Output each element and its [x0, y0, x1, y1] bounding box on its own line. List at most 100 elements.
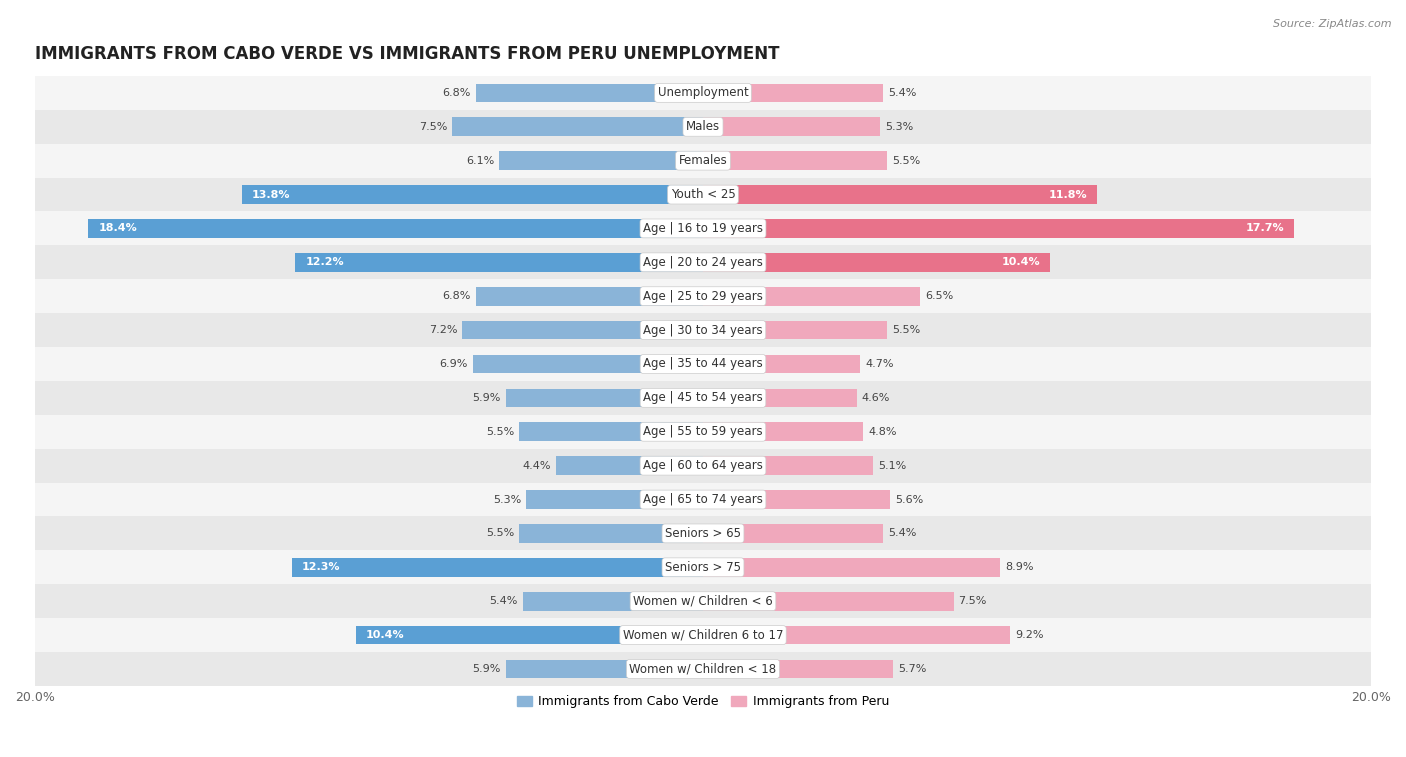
Bar: [35, 279, 1371, 313]
Bar: [703, 592, 953, 610]
Text: Source: ZipAtlas.com: Source: ZipAtlas.com: [1274, 19, 1392, 29]
Text: Age | 65 to 74 years: Age | 65 to 74 years: [643, 493, 763, 506]
Bar: [35, 516, 1371, 550]
Text: 5.3%: 5.3%: [492, 494, 522, 504]
Text: Males: Males: [686, 120, 720, 133]
Text: 7.5%: 7.5%: [959, 597, 987, 606]
Bar: [703, 253, 1050, 272]
Text: Females: Females: [679, 154, 727, 167]
Text: Youth < 25: Youth < 25: [671, 188, 735, 201]
Text: 12.2%: 12.2%: [305, 257, 344, 267]
Bar: [35, 652, 1371, 686]
Bar: [35, 415, 1371, 449]
Bar: [35, 211, 1371, 245]
Text: 11.8%: 11.8%: [1049, 189, 1087, 200]
Text: Women w/ Children < 18: Women w/ Children < 18: [630, 662, 776, 675]
Bar: [35, 245, 1371, 279]
Bar: [703, 219, 1295, 238]
Text: Seniors > 65: Seniors > 65: [665, 527, 741, 540]
Bar: [555, 456, 703, 475]
Text: 5.4%: 5.4%: [889, 528, 917, 538]
Bar: [703, 524, 883, 543]
Text: 4.6%: 4.6%: [862, 393, 890, 403]
Bar: [35, 550, 1371, 584]
Bar: [703, 83, 883, 102]
Text: Age | 60 to 64 years: Age | 60 to 64 years: [643, 459, 763, 472]
Text: 6.1%: 6.1%: [465, 156, 495, 166]
Bar: [703, 558, 1000, 577]
Text: 5.5%: 5.5%: [891, 325, 920, 335]
Text: 5.6%: 5.6%: [896, 494, 924, 504]
Bar: [35, 449, 1371, 483]
Text: 5.1%: 5.1%: [879, 461, 907, 471]
Text: 4.7%: 4.7%: [865, 359, 893, 369]
Bar: [703, 422, 863, 441]
Text: 17.7%: 17.7%: [1246, 223, 1284, 233]
Bar: [499, 151, 703, 170]
Bar: [506, 388, 703, 407]
Text: IMMIGRANTS FROM CABO VERDE VS IMMIGRANTS FROM PERU UNEMPLOYMENT: IMMIGRANTS FROM CABO VERDE VS IMMIGRANTS…: [35, 45, 779, 64]
Bar: [703, 659, 893, 678]
Bar: [453, 117, 703, 136]
Text: 13.8%: 13.8%: [252, 189, 291, 200]
Bar: [35, 110, 1371, 144]
Text: 5.4%: 5.4%: [889, 88, 917, 98]
Text: Women w/ Children < 6: Women w/ Children < 6: [633, 595, 773, 608]
Bar: [475, 287, 703, 306]
Bar: [703, 117, 880, 136]
Bar: [35, 178, 1371, 211]
Text: 10.4%: 10.4%: [366, 630, 405, 640]
Text: 12.3%: 12.3%: [302, 562, 340, 572]
Bar: [295, 253, 703, 272]
Text: 5.5%: 5.5%: [486, 528, 515, 538]
Bar: [523, 592, 703, 610]
Bar: [35, 144, 1371, 178]
Bar: [35, 584, 1371, 618]
Text: 4.4%: 4.4%: [523, 461, 551, 471]
Bar: [703, 491, 890, 509]
Bar: [519, 524, 703, 543]
Text: Seniors > 75: Seniors > 75: [665, 561, 741, 574]
Bar: [703, 151, 887, 170]
Text: 5.5%: 5.5%: [486, 427, 515, 437]
Bar: [242, 185, 703, 204]
Bar: [703, 287, 920, 306]
Bar: [35, 76, 1371, 110]
Text: 7.5%: 7.5%: [419, 122, 447, 132]
Text: 8.9%: 8.9%: [1005, 562, 1033, 572]
Text: 9.2%: 9.2%: [1015, 630, 1043, 640]
Text: 6.8%: 6.8%: [443, 88, 471, 98]
Text: Age | 55 to 59 years: Age | 55 to 59 years: [643, 425, 763, 438]
Bar: [356, 626, 703, 644]
Text: Age | 16 to 19 years: Age | 16 to 19 years: [643, 222, 763, 235]
Bar: [703, 626, 1011, 644]
Bar: [35, 347, 1371, 381]
Bar: [703, 456, 873, 475]
Text: 5.5%: 5.5%: [891, 156, 920, 166]
Bar: [35, 483, 1371, 516]
Text: 5.7%: 5.7%: [898, 664, 927, 674]
Bar: [519, 422, 703, 441]
Text: 5.4%: 5.4%: [489, 597, 517, 606]
Text: 5.9%: 5.9%: [472, 393, 501, 403]
Bar: [703, 185, 1097, 204]
Bar: [89, 219, 703, 238]
Text: 7.2%: 7.2%: [429, 325, 457, 335]
Text: 6.5%: 6.5%: [925, 291, 953, 301]
Text: 6.8%: 6.8%: [443, 291, 471, 301]
Bar: [475, 83, 703, 102]
Legend: Immigrants from Cabo Verde, Immigrants from Peru: Immigrants from Cabo Verde, Immigrants f…: [512, 690, 894, 713]
Text: 5.9%: 5.9%: [472, 664, 501, 674]
Text: Age | 20 to 24 years: Age | 20 to 24 years: [643, 256, 763, 269]
Bar: [506, 659, 703, 678]
Text: Age | 25 to 29 years: Age | 25 to 29 years: [643, 290, 763, 303]
Text: 5.3%: 5.3%: [884, 122, 914, 132]
Bar: [463, 321, 703, 339]
Bar: [35, 381, 1371, 415]
Text: Age | 30 to 34 years: Age | 30 to 34 years: [643, 323, 763, 337]
Bar: [703, 388, 856, 407]
Bar: [526, 491, 703, 509]
Text: Unemployment: Unemployment: [658, 86, 748, 99]
Bar: [703, 355, 860, 373]
Bar: [703, 321, 887, 339]
